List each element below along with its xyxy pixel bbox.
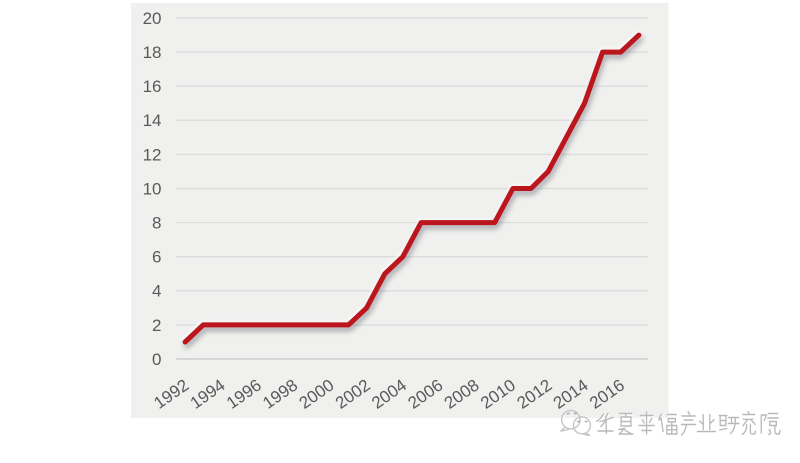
svg-text:6: 6 <box>152 248 161 267</box>
svg-text:10: 10 <box>143 179 162 198</box>
svg-text:12: 12 <box>143 145 162 164</box>
svg-text:14: 14 <box>143 111 162 130</box>
svg-text:8: 8 <box>152 214 161 233</box>
svg-text:4: 4 <box>152 282 161 301</box>
svg-text:16: 16 <box>143 77 162 96</box>
svg-text:20: 20 <box>143 9 162 28</box>
svg-text:18: 18 <box>143 43 162 62</box>
svg-text:0: 0 <box>152 350 161 369</box>
svg-text:2: 2 <box>152 316 161 335</box>
